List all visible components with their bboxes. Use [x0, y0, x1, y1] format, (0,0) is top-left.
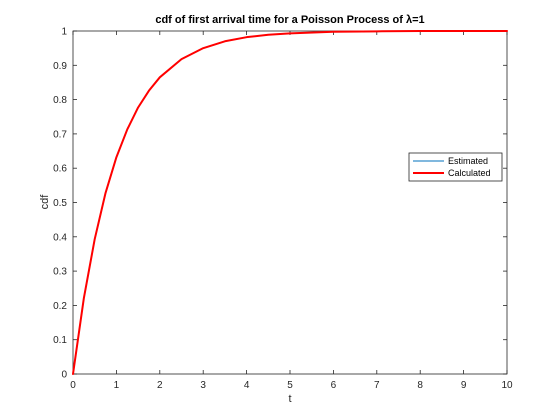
y-tick-label: 0.4: [53, 232, 67, 243]
y-tick-label: 0.5: [53, 198, 67, 209]
y-tick-label: 0.2: [53, 301, 67, 312]
x-tick-label: 5: [287, 380, 293, 391]
x-tick-label: 1: [114, 380, 120, 391]
y-tick-label: 1: [61, 27, 67, 38]
x-tick-label: 0: [70, 380, 76, 391]
chart-title: cdf of first arrival time for a Poisson …: [155, 14, 424, 26]
plot-area: [72, 30, 508, 375]
legend: Estimated Calculated: [408, 152, 503, 182]
x-axis-label: t: [288, 393, 291, 405]
x-tick-label: 9: [461, 380, 467, 391]
y-tick-label: 0.8: [53, 95, 67, 106]
y-tick-label: 0.1: [53, 335, 67, 346]
y-tick-label: 0.9: [53, 61, 67, 72]
y-tick-label: 0.7: [53, 129, 67, 140]
y-tick-label: 0: [61, 370, 67, 381]
x-tick-label: 8: [417, 380, 423, 391]
x-tick-label: 7: [374, 380, 380, 391]
series-lines: [72, 30, 508, 375]
x-tick-label: 4: [244, 380, 250, 391]
x-tick-label: 2: [157, 380, 163, 391]
axis-ticks: 0 1 2 3 4 5 6 7 8 9 10 0 0.1 0.2 0.3 0.4 0.5 0.6 0.7 0.8 0.9…: [53, 27, 513, 392]
legend-box: [408, 152, 503, 182]
legend-label-calculated: Calculated: [448, 168, 491, 178]
x-tick-label: 6: [331, 380, 337, 391]
y-tick-label: 0.6: [53, 164, 67, 175]
legend-label-estimated: Estimated: [448, 156, 488, 166]
series-line-calculated: [72, 30, 508, 375]
x-tick-label: 3: [200, 380, 206, 391]
y-tick-label: 0.3: [53, 267, 67, 278]
x-tick-label: 10: [501, 380, 513, 391]
y-axis-label: cdf: [39, 194, 51, 210]
